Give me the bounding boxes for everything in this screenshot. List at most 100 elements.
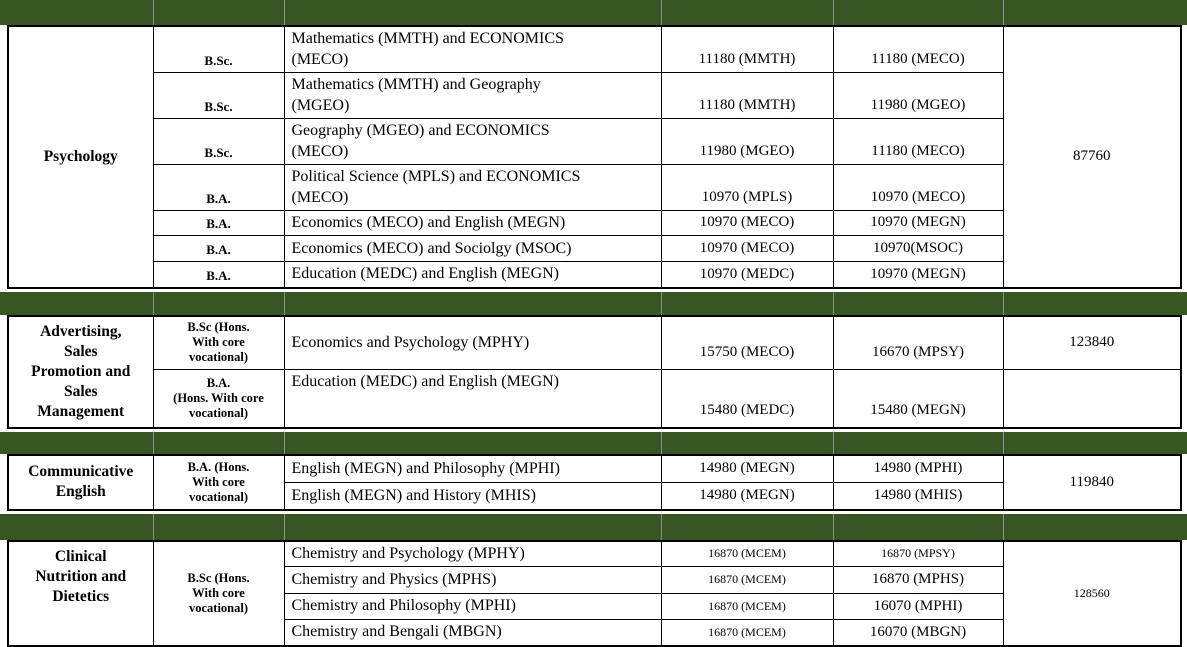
- table-row: Psychology B.Sc. Mathematics (MMTH) and EC…: [0, 25, 1187, 289]
- combination-cell: Geography (MGEO) and ECONOMICS (MECO): [283, 118, 662, 165]
- fee2-cell: 16070 (MBGN): [832, 618, 1004, 647]
- degree-cell: B.A. (Hons. With core vocational): [152, 369, 285, 429]
- fee2-cell: 16870 (MPSY): [832, 539, 1004, 567]
- fee1-cell: 14980 (MEGN): [660, 482, 834, 511]
- fee1-cell: 16870 (MCEM): [660, 592, 834, 620]
- degree-cell: B.A. (Hons. With core vocational): [152, 453, 285, 511]
- band-cell: [660, 291, 833, 316]
- band-cell: [283, 0, 661, 26]
- table-row: B.A. Political Science (MPLS) and ECONOMI…: [0, 164, 1187, 211]
- combination-cell: Chemistry and Physics (MPHS): [283, 565, 662, 594]
- table-row: Clinical Nutrition and Dietetics B.Sc (Ho…: [0, 539, 1187, 647]
- table-row: Advertising, Sales Promotion and Sales M…: [0, 314, 1187, 429]
- degree-cell: B.Sc (Hons. With core vocational): [152, 539, 285, 647]
- combination-cell: Economics and Psychology (MPHY): [283, 314, 662, 370]
- table-row: Communicative English B.A. (Hons. With co…: [0, 453, 1187, 511]
- left-gutter: [0, 454, 8, 510]
- combination-cell: English (MEGN) and Philosophy (MPHI): [283, 453, 662, 483]
- right-gutter: [1181, 454, 1187, 510]
- fee1-cell: 16870 (MCEM): [660, 618, 834, 647]
- total-cell: 119840: [1002, 453, 1182, 511]
- table-row: B.Sc. Mathematics (MMTH) and Geography (M…: [0, 72, 1187, 119]
- degree-cell: B.A.: [152, 235, 285, 262]
- right-gutter: [1181, 540, 1187, 646]
- fee2-cell: 11180 (MECO): [832, 118, 1004, 165]
- band-cell: [832, 291, 1003, 316]
- right-gutter: [1181, 26, 1187, 288]
- gap-cell: [0, 287, 1187, 292]
- band-cell: [152, 431, 284, 455]
- section-gap: [0, 427, 1187, 432]
- band-cell: [0, 291, 153, 316]
- fee1-cell: 10970 (MECO): [660, 235, 834, 262]
- fee2-cell: 10970 (MECO): [832, 164, 1004, 211]
- fee1-cell: 11180 (MMTH): [660, 72, 834, 119]
- table-row: English (MEGN) and History (MHIS) 14980 (…: [0, 482, 1187, 511]
- combination-cell: Economics (MECO) and Sociolgy (MSOC): [283, 235, 662, 262]
- fee1-cell: 10970 (MECO): [660, 210, 834, 236]
- fee2-cell: 14980 (MHIS): [832, 482, 1004, 511]
- fee1-cell: 10970 (MPLS): [660, 164, 834, 211]
- band-cell: [283, 291, 661, 316]
- fee1-cell: 15750 (MECO): [660, 314, 834, 370]
- table-row: Chemistry and Philosophy (MPHI) 16870 (MC…: [0, 592, 1187, 620]
- band-cell: [1002, 513, 1187, 541]
- table-row: B.A. Education (MEDC) and English (MEGN) 1…: [0, 261, 1187, 289]
- combination-cell: Education (MEDC) and English (MEGN): [283, 369, 662, 429]
- section-band: [0, 431, 1187, 455]
- fee2-cell: 11980 (MGEO): [832, 72, 1004, 119]
- subject-cell: Clinical Nutrition and Dietetics: [7, 539, 154, 647]
- fee1-cell: 10970 (MEDC): [660, 261, 834, 289]
- fee2-cell: 14980 (MPHI): [832, 453, 1004, 483]
- band-cell: [152, 291, 284, 316]
- total-cell: 123840: [1002, 314, 1182, 370]
- band-cell: [660, 0, 833, 26]
- section-band: [0, 513, 1187, 541]
- degree-cell: B.Sc.: [152, 72, 285, 119]
- fee2-cell: 16670 (MPSY): [832, 314, 1004, 370]
- combination-cell: Mathematics (MMTH) and ECONOMICS (MECO): [283, 25, 662, 73]
- fee2-cell: 16870 (MPHS): [832, 565, 1004, 594]
- fee1-cell: 16870 (MCEM): [660, 565, 834, 594]
- degree-cell: B.Sc.: [152, 25, 285, 73]
- subject-cell: Psychology: [7, 25, 154, 289]
- combination-cell: English (MEGN) and History (MHIS): [283, 482, 662, 511]
- subject-cell: Advertising, Sales Promotion and Sales M…: [7, 314, 154, 429]
- total-cell: [1002, 369, 1182, 429]
- degree-cell: B.A.: [152, 210, 285, 236]
- degree-cell: B.Sc (Hons. With core vocational): [152, 314, 285, 370]
- table-row: B.A. Economics (MECO) and English (MEGN) 1…: [0, 210, 1187, 236]
- band-cell: [0, 513, 153, 541]
- total-cell: 87760: [1002, 25, 1182, 289]
- total-cell: 128560: [1002, 539, 1182, 647]
- degree-cell: B.A.: [152, 164, 285, 211]
- subject-cell: Communicative English: [7, 453, 154, 511]
- fee2-cell: 10970 (MEGN): [832, 261, 1004, 289]
- band-cell: [660, 431, 833, 455]
- left-gutter: [0, 315, 8, 428]
- band-cell: [1002, 0, 1187, 26]
- right-gutter: [1181, 315, 1187, 428]
- fee1-cell: 11980 (MGEO): [660, 118, 834, 165]
- band-cell: [1002, 431, 1187, 455]
- band-cell: [832, 0, 1003, 26]
- section-gap: [0, 509, 1187, 514]
- combination-cell: Chemistry and Bengali (MBGN): [283, 618, 662, 647]
- fee2-cell: 11180 (MECO): [832, 25, 1004, 73]
- degree-cell: B.A.: [152, 261, 285, 289]
- left-gutter: [0, 540, 8, 646]
- fee2-cell: 10970 (MEGN): [832, 210, 1004, 236]
- section-band: [0, 0, 1187, 26]
- combination-cell: Economics (MECO) and English (MEGN): [283, 210, 662, 236]
- section-band: [0, 291, 1187, 316]
- fee1-cell: 15480 (MEDC): [660, 369, 834, 429]
- band-cell: [152, 513, 284, 541]
- band-cell: [283, 513, 661, 541]
- band-cell: [152, 0, 284, 26]
- table-row: B.A. (Hons. With core vocational) Educati…: [0, 369, 1187, 429]
- section-gap: [0, 287, 1187, 292]
- band-cell: [1002, 291, 1187, 316]
